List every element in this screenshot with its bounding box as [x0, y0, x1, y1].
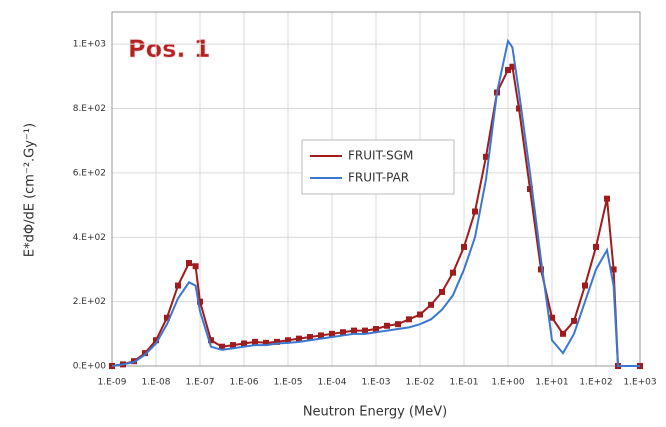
y-tick-label: 1.E+03	[73, 40, 106, 50]
marker	[197, 298, 203, 305]
marker	[350, 327, 357, 334]
x-axis-title: Neutron Energy (MeV)	[303, 405, 447, 420]
x-tick-label: 1.E-01	[450, 378, 479, 388]
y-tick-label: 2.E+02	[73, 297, 106, 307]
marker	[185, 260, 192, 267]
marker	[218, 343, 225, 350]
y-tick-label: 6.E+02	[73, 168, 106, 178]
marker	[192, 263, 199, 270]
marker	[207, 337, 214, 344]
marker	[509, 63, 516, 70]
marker	[339, 329, 346, 336]
plot-frame	[111, 11, 641, 367]
marker	[394, 321, 401, 328]
marker	[241, 340, 247, 347]
marker	[570, 317, 577, 324]
x-tick-label: 1.E-06	[230, 378, 259, 388]
marker	[526, 186, 533, 192]
x-tick-label: 1.E-07	[186, 378, 215, 388]
marker	[438, 288, 445, 295]
marker	[603, 195, 610, 202]
x-tick-label: 1.E-05	[274, 378, 303, 388]
marker	[141, 350, 148, 357]
marker	[153, 337, 159, 344]
marker	[317, 332, 324, 339]
annotation: Pos. 1	[128, 35, 211, 63]
marker	[373, 325, 379, 332]
marker	[449, 269, 456, 276]
x-tick-label: 1.E-04	[318, 378, 347, 388]
x-tick-label: 1.E-08	[142, 378, 171, 388]
legend-label: FRUIT-SGM	[348, 149, 413, 163]
marker	[174, 282, 181, 289]
marker	[593, 243, 599, 250]
marker	[427, 301, 434, 308]
marker	[515, 105, 522, 112]
marker	[505, 66, 511, 73]
marker	[329, 330, 335, 337]
x-tick-label: 1.E-03	[362, 378, 391, 388]
y-tick-label: 0.E+00	[73, 362, 107, 372]
x-tick-label: 1.E-09	[98, 378, 127, 388]
marker	[229, 342, 236, 349]
marker	[285, 337, 291, 344]
y-tick-label: 4.E+02	[73, 233, 106, 243]
x-tick-label: 1.E+01	[535, 378, 568, 388]
x-tick-label: 1.E-02	[406, 378, 435, 388]
marker	[559, 330, 566, 337]
marker	[549, 314, 555, 321]
series-line	[111, 38, 640, 367]
marker	[361, 327, 368, 334]
legend: FRUIT-SGM FRUIT-PAR	[301, 139, 455, 195]
x-tick-label: 1.E+02	[579, 378, 612, 388]
marker	[163, 314, 170, 321]
marker	[471, 208, 478, 215]
marker	[251, 338, 258, 345]
marker	[295, 335, 302, 342]
x-tick-label: 1.E+03	[623, 378, 656, 388]
marker	[306, 334, 313, 341]
marker	[262, 339, 269, 346]
marker	[383, 322, 390, 329]
marker	[610, 266, 617, 273]
x-tick-label: 1.E+00	[491, 378, 525, 388]
marker	[461, 243, 467, 250]
marker	[581, 282, 588, 289]
marker	[417, 311, 423, 318]
marker	[537, 266, 544, 273]
marker	[482, 153, 489, 160]
y-tick-label: 8.E+02	[73, 104, 106, 114]
legend-box	[301, 139, 455, 195]
legend-label: FRUIT-PAR	[348, 171, 409, 185]
marker	[405, 316, 412, 323]
y-axis-title: E*dΦ/dE (cm⁻².Gy⁻¹)	[23, 123, 38, 257]
marker	[273, 338, 280, 345]
